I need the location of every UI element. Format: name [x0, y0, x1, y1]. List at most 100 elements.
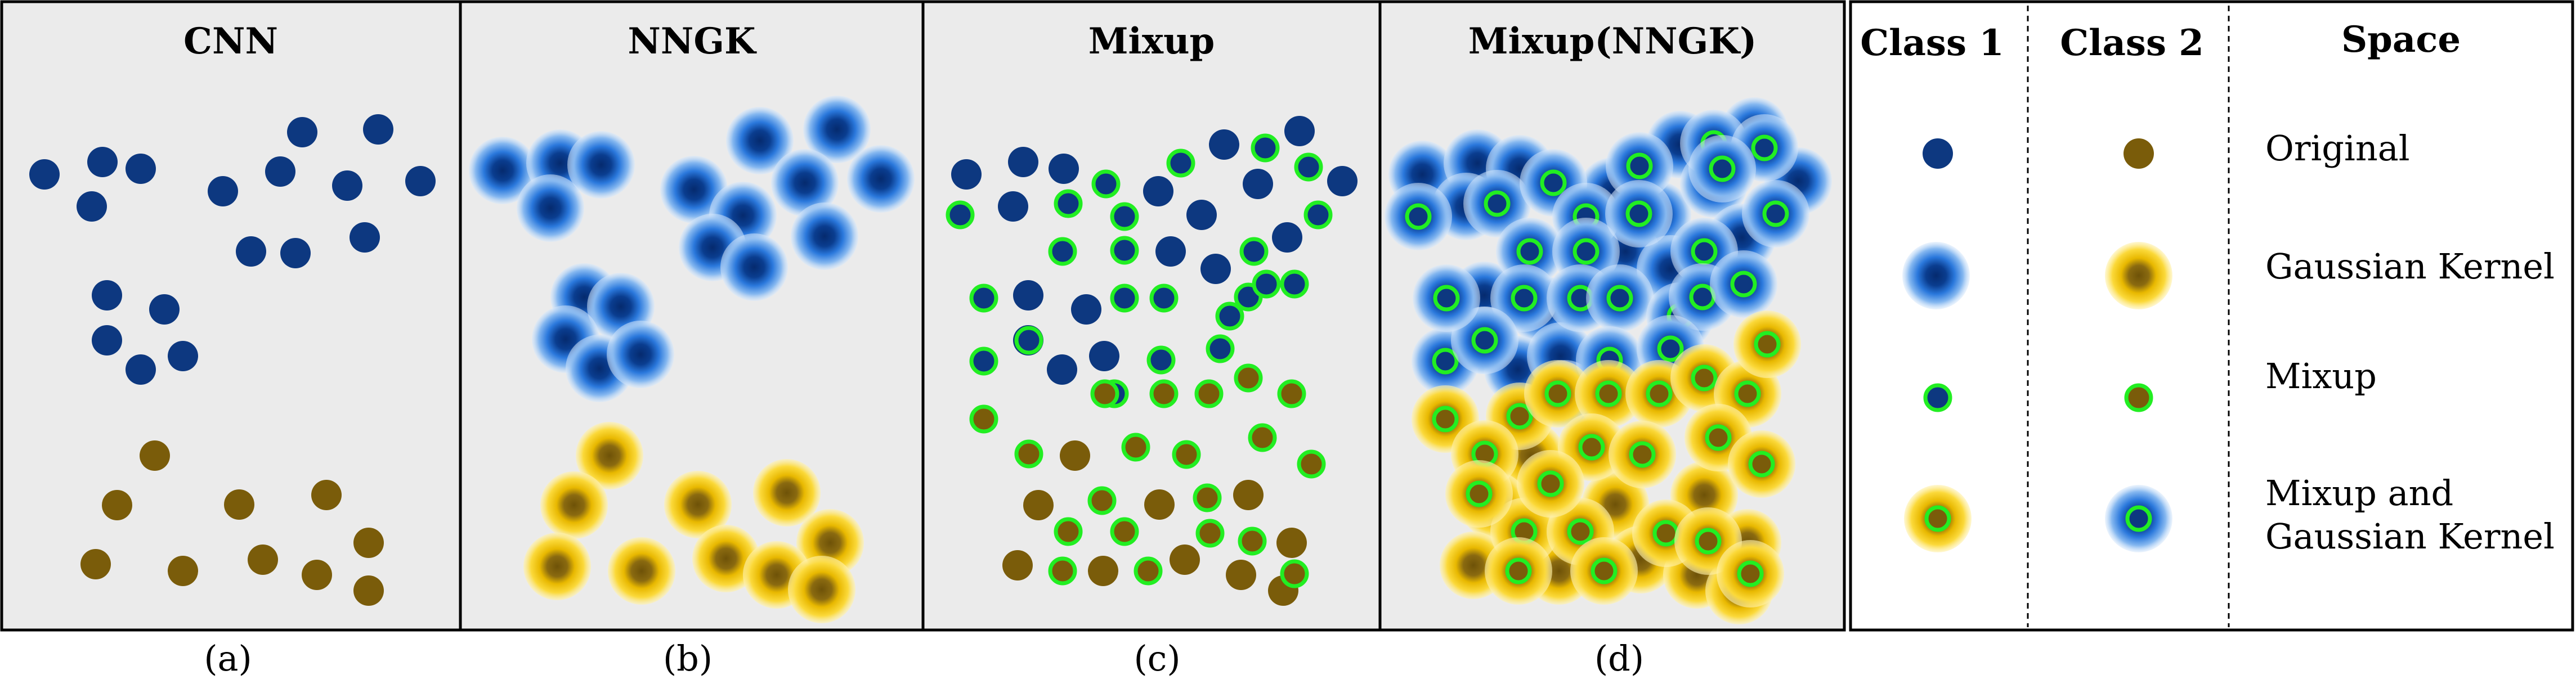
class1-mixup-kernel-point	[1385, 183, 1452, 250]
class1-point	[998, 191, 1028, 222]
class1-mixup-point	[1251, 133, 1280, 163]
class1-point	[1186, 200, 1217, 230]
class1-mixup-kernel-point	[1463, 170, 1531, 237]
class2-point	[1170, 544, 1200, 575]
class1-mixup-point	[969, 346, 998, 376]
class1-point	[951, 159, 982, 190]
class2-mixup-point	[1048, 556, 1077, 586]
class1-point	[126, 354, 156, 385]
class2-mixup-kernel-point	[1445, 460, 1513, 528]
class1-point	[77, 191, 107, 222]
class1-point	[280, 238, 311, 268]
class1-kernel-point	[567, 131, 635, 199]
class2-mixup-point	[1054, 517, 1083, 546]
panel-caption-c: (c)	[1134, 638, 1180, 679]
class1-mixup-point	[1054, 189, 1083, 218]
class1-kernel-point	[803, 96, 871, 163]
legend-header-class2: Class 2	[2060, 22, 2204, 64]
class1-mixup-point	[969, 284, 998, 313]
class1-point	[1089, 341, 1119, 371]
class1-mixup-point	[1294, 152, 1323, 182]
class2-mixup-point	[1195, 519, 1225, 548]
panel-caption-a: (a)	[204, 638, 252, 679]
point-cloud	[29, 96, 2172, 624]
class1-mixup-kernel-point	[1742, 180, 1809, 248]
class2-mixup-kernel-point	[1728, 430, 1795, 498]
class2-point	[80, 549, 111, 579]
class1-point	[1047, 354, 1077, 385]
class2-mixup-point	[1280, 559, 1309, 588]
legend-header-class1: Class 1	[1860, 22, 2004, 64]
class1-mixup-point	[1215, 302, 1244, 331]
panel-title-cnn: CNN	[183, 20, 278, 62]
class2-mixup-point	[1194, 379, 1224, 408]
class1-point	[168, 341, 198, 371]
class1-mixup-kernel-point	[1586, 264, 1654, 332]
class2-mixup-kernel-point	[1570, 537, 1638, 605]
class1-point	[1049, 154, 1079, 184]
class1-kernel-point	[517, 174, 584, 242]
class1-mixup-point	[1048, 237, 1077, 266]
class1-mixup-kernel-point	[1688, 135, 1756, 202]
class2-mixup-point	[1134, 556, 1163, 586]
class1-point	[287, 117, 317, 147]
class1-point	[405, 166, 436, 196]
class2-point	[311, 480, 342, 510]
class1-mixup-kernel-point	[1606, 132, 1673, 200]
class1-point	[1200, 254, 1231, 284]
class1-kernel-point	[607, 321, 674, 388]
class2-point	[1002, 550, 1033, 580]
class1-mixup-kernel-point	[1413, 264, 1480, 332]
class2-mixup-point	[1090, 379, 1119, 408]
class2-mixup-kernel-point	[1609, 421, 1676, 488]
class2-mixup-kernel-point	[1517, 450, 1584, 518]
class2-mixup-point	[1087, 486, 1117, 515]
class1-point	[332, 170, 362, 201]
class2-mixup-point	[1238, 526, 1267, 556]
class1-point	[1008, 147, 1038, 177]
class1-mixup-kernel-point	[1710, 250, 1777, 318]
class1-point	[265, 156, 295, 187]
class1-kernel-point	[1902, 242, 1970, 309]
panel-caption-b: (b)	[663, 638, 713, 679]
class2-kernel-point	[523, 533, 591, 600]
class1-mixup-point	[1110, 284, 1139, 313]
class2-kernel-point	[2105, 242, 2172, 309]
class2-kernel-point	[540, 471, 608, 539]
class2-point	[1060, 440, 1090, 471]
class2-point	[1226, 560, 1256, 590]
class1-point	[149, 294, 180, 325]
class2-mixup-kernel-point	[1524, 360, 1592, 428]
class1-mixup-kernel-point	[1490, 264, 1558, 332]
class2-point	[1088, 556, 1118, 586]
class1-point	[1013, 280, 1043, 310]
class1-point	[208, 176, 238, 206]
class2-mixup-kernel-point	[1904, 485, 1972, 552]
class2-mixup-kernel-point	[1485, 537, 1552, 605]
panel-title-nngk: NNGK	[628, 20, 757, 62]
class1-mixup-point	[1149, 284, 1179, 313]
class1-point	[1155, 236, 1186, 267]
class1-point	[1327, 166, 1358, 196]
class2-point	[102, 490, 132, 520]
class2-point	[353, 575, 384, 606]
class1-mixup-point	[946, 200, 975, 230]
class2-point	[1276, 528, 1307, 558]
class1-point	[87, 147, 118, 177]
class1-point	[1284, 116, 1315, 146]
class2-mixup-kernel-point	[1575, 360, 1642, 428]
class2-mixup-point	[1110, 517, 1139, 546]
class1-point	[350, 222, 380, 253]
class2-point	[1144, 489, 1175, 520]
legend-label-mixup-gaussian-line1: Mixup and	[2265, 472, 2453, 514]
class1-point	[1143, 176, 1173, 206]
panel-mixup-frame	[921, 0, 1382, 632]
class2-kernel-point	[753, 459, 821, 526]
class1-point	[1243, 169, 1273, 199]
class2-mixup-point	[1277, 379, 1306, 408]
class1-kernel-point	[469, 137, 536, 204]
panel-title-mixup-nngk: Mixup(NNGK)	[1468, 20, 1757, 62]
class1-mixup-point	[1110, 202, 1139, 231]
class2-mixup-point	[1193, 483, 1222, 512]
